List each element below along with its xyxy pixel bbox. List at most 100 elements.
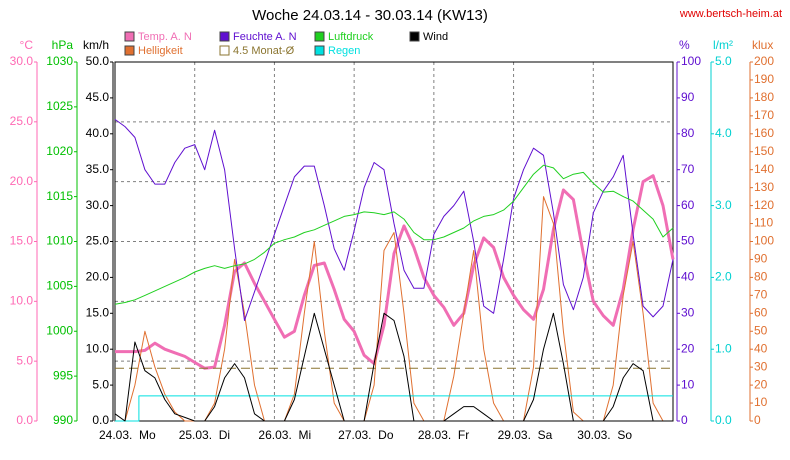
y-tick-label: 10 — [681, 377, 695, 391]
axis-label: klux — [752, 38, 773, 52]
y-tick-label: 4.0 — [715, 126, 732, 140]
y-tick-label: 995 — [53, 368, 73, 382]
y-tick-label: 150 — [754, 144, 774, 158]
y-tick-label: 160 — [754, 126, 774, 140]
y-tick-label: 50 — [681, 234, 695, 248]
legend-swatch — [409, 31, 420, 42]
y-tick-label: 0 — [681, 413, 688, 427]
y-tick-label: 10.0 — [10, 294, 34, 308]
y-tick-label: 180 — [754, 90, 774, 104]
y-tick-label: 40 — [754, 341, 768, 355]
y-tick-label: 1030 — [46, 54, 73, 68]
series-line — [114, 312, 673, 422]
x-tick-label: 25.03. Di — [179, 428, 230, 442]
legend-label: Helligkeit — [138, 45, 183, 57]
series-line — [114, 164, 674, 305]
legend-swatch — [124, 31, 135, 42]
legend-label: Temp. A. N — [138, 31, 192, 43]
x-tick-label: 29.03. Sa — [498, 428, 553, 442]
axis-label: l/m² — [713, 38, 733, 52]
y-tick-label: 70 — [681, 162, 695, 176]
y-tick-label: 10.0 — [86, 341, 110, 355]
legend-swatch — [219, 31, 230, 42]
y-tick-label: 0.0 — [92, 413, 109, 427]
y-tick-label: 20.0 — [10, 174, 34, 188]
y-tick-label: 30 — [754, 359, 768, 373]
y-tick-label: 2.0 — [715, 270, 732, 284]
y-tick-label: 50 — [754, 323, 768, 337]
y-tick-label: 25.0 — [10, 114, 34, 128]
y-tick-label: 3.0 — [715, 198, 732, 212]
y-tick-label: 70 — [754, 288, 768, 302]
y-tick-label: 120 — [754, 198, 774, 212]
axis-label: hPa — [52, 38, 74, 52]
legend-swatch — [314, 31, 325, 42]
legend-label: Feuchte A. N — [233, 31, 297, 43]
y-tick-label: 25.0 — [86, 234, 110, 248]
y-tick-label: 170 — [754, 108, 774, 122]
y-tick-label: 0.0 — [715, 413, 732, 427]
legend-swatch — [314, 45, 325, 56]
y-tick-label: 90 — [754, 252, 768, 266]
x-tick-label: 30.03. So — [577, 428, 632, 442]
y-tick-label: 20.0 — [86, 270, 110, 284]
legend-swatch — [219, 45, 230, 56]
y-tick-label: 0.0 — [16, 413, 33, 427]
y-tick-label: 50.0 — [86, 54, 110, 68]
x-tick-label: 26.03. Mi — [258, 428, 311, 442]
y-tick-label: 1020 — [46, 144, 73, 158]
y-tick-label: 100 — [681, 54, 701, 68]
y-tick-label: 0 — [754, 413, 761, 427]
x-tick-label: 28.03. Fr — [418, 428, 469, 442]
y-tick-label: 200 — [754, 54, 774, 68]
y-tick-label: 40.0 — [86, 126, 110, 140]
y-tick-label: 1010 — [46, 234, 73, 248]
plot-frame — [114, 61, 674, 422]
legend-label: 4.5 Monat-Ø — [233, 45, 295, 57]
y-tick-label: 15.0 — [86, 305, 110, 319]
y-tick-label: 1000 — [46, 323, 73, 337]
y-tick-label: 30 — [681, 305, 695, 319]
legend-swatch — [124, 45, 135, 56]
y-tick-label: 100 — [754, 234, 774, 248]
y-tick-label: 5.0 — [16, 353, 33, 367]
series-line — [115, 196, 673, 422]
y-tick-label: 1025 — [46, 99, 73, 113]
x-tick-label: 24.03. Mo — [99, 428, 156, 442]
series-line — [114, 118, 674, 321]
y-tick-label: 30.0 — [10, 54, 34, 68]
y-tick-label: 140 — [754, 162, 774, 176]
y-tick-label: 10 — [754, 395, 768, 409]
y-tick-label: 40 — [681, 270, 695, 284]
source: www.bertsch-heim.at — [679, 8, 782, 20]
y-tick-label: 5.0 — [92, 377, 109, 391]
y-tick-label: 130 — [754, 180, 774, 194]
axis-label: % — [679, 38, 690, 52]
y-tick-label: 1015 — [46, 189, 73, 203]
y-tick-label: 5.0 — [715, 54, 732, 68]
y-tick-label: 190 — [754, 72, 774, 86]
y-tick-label: 15.0 — [10, 234, 34, 248]
y-tick-label: 1005 — [46, 279, 73, 293]
y-tick-label: 60 — [754, 305, 768, 319]
y-tick-label: 990 — [53, 413, 73, 427]
axis-label: °C — [20, 38, 34, 52]
y-tick-label: 80 — [681, 126, 695, 140]
y-tick-label: 20 — [681, 341, 695, 355]
legend-label: Regen — [328, 45, 360, 57]
y-tick-label: 110 — [754, 216, 773, 230]
y-tick-label: 80 — [754, 270, 768, 284]
legend-label: Wind — [423, 31, 448, 43]
y-tick-label: 90 — [681, 90, 695, 104]
x-tick-label: 27.03. Do — [338, 428, 394, 442]
y-tick-label: 30.0 — [86, 198, 110, 212]
y-tick-label: 60 — [681, 198, 695, 212]
legend-label: Luftdruck — [328, 31, 374, 43]
axis-label: km/h — [83, 38, 109, 52]
chart-title: Woche 24.03.14 - 30.03.14 (KW13) — [252, 7, 488, 24]
y-tick-label: 1.0 — [715, 341, 732, 355]
y-tick-label: 35.0 — [86, 162, 110, 176]
y-tick-label: 20 — [754, 377, 768, 391]
y-tick-label: 45.0 — [86, 90, 110, 104]
series-line — [115, 395, 673, 422]
